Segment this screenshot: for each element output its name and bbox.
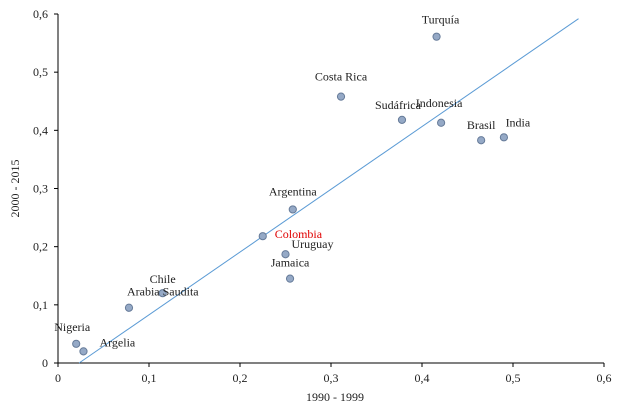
point-label-indonesia: Indonesia: [416, 96, 463, 110]
y-axis-title: 2000 - 2015: [8, 160, 22, 218]
data-point-arabia-saudita: [124, 303, 134, 312]
x-tick-label: 0,4: [415, 371, 430, 385]
point-label-colombia: Colombia: [275, 227, 323, 241]
point-label-nigeria: Nigeria: [54, 320, 91, 334]
x-tick-label: 0,5: [506, 371, 521, 385]
point-label-brasil: Brasil: [467, 118, 496, 132]
data-point-nigeria: [72, 339, 81, 348]
x-tick-label: 0: [55, 371, 61, 385]
data-point-costa-rica: [336, 92, 346, 101]
point-label-jamaica: Jamaica: [271, 256, 310, 270]
data-point-chile: [158, 289, 167, 298]
y-tick-label: 0,5: [33, 65, 48, 79]
x-tick-label: 0,3: [324, 371, 339, 385]
trendline: [78, 18, 579, 364]
point-label-arabia-saudita: Arabia Saudita: [127, 285, 199, 299]
x-axis-title: 1990 - 1999: [306, 390, 364, 404]
y-tick-label: 0,2: [33, 240, 48, 254]
y-tick-label: 0,6: [33, 7, 48, 21]
x-tick-label: 0,6: [597, 371, 612, 385]
x-tick-label: 0,1: [142, 371, 157, 385]
data-point-argentina: [288, 205, 297, 214]
point-label-sudáfrica: Sudáfrica: [375, 98, 422, 112]
axes: [57, 14, 604, 364]
data-point-uruguay: [281, 250, 290, 259]
y-tick-label: 0,4: [33, 123, 48, 137]
point-label-chile: Chile: [150, 272, 176, 286]
point-label-argelia: Argelia: [99, 335, 135, 349]
point-label-turquía: Turquía: [422, 13, 460, 27]
y-tick-label: 0,1: [33, 298, 48, 312]
data-point-brasil: [477, 136, 486, 145]
data-point-turquía: [432, 32, 441, 41]
data-points: [72, 32, 508, 356]
data-point-jamaica: [285, 274, 295, 283]
data-point-sudáfrica: [397, 115, 407, 124]
point-label-india: India: [506, 115, 531, 129]
data-point-indonesia: [437, 118, 446, 127]
point-label-costa-rica: Costa Rica: [315, 70, 368, 84]
x-tick-labels: 0 0,1 0,2 0,3 0,4 0,5 0,6: [55, 363, 612, 385]
data-point-colombia: [258, 232, 267, 241]
data-point-argelia: [79, 347, 88, 356]
point-label-uruguay: Uruguay: [292, 237, 334, 251]
y-tick-labels: 0 0,1 0,2 0,3 0,4 0,5 0,6: [33, 7, 58, 370]
point-label-argentina: Argentina: [269, 184, 317, 198]
y-tick-label: 0,3: [33, 182, 48, 196]
data-point-india: [499, 133, 508, 142]
x-tick-label: 0,2: [233, 371, 248, 385]
y-tick-label: 0: [42, 356, 48, 370]
